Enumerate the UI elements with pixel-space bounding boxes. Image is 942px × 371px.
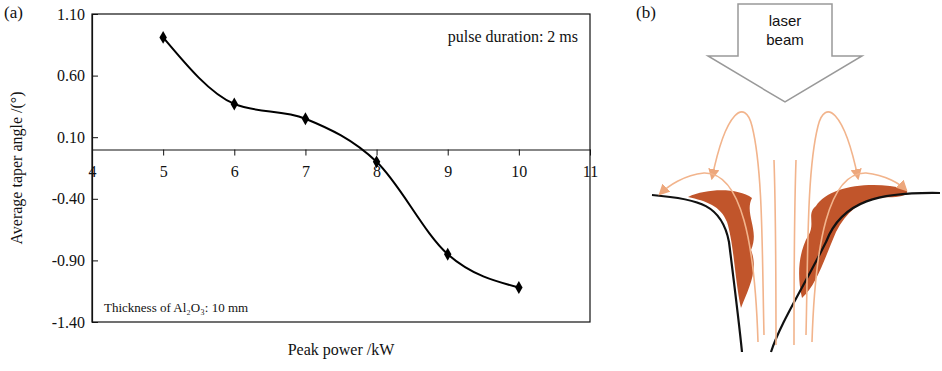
series bbox=[159, 31, 522, 294]
y-tick-label: 1.10 bbox=[57, 6, 85, 23]
beam-label: laserbeam bbox=[766, 12, 804, 48]
y-tick-mark bbox=[92, 260, 98, 261]
x-tick: 4 bbox=[89, 150, 97, 180]
x-tick-mark bbox=[305, 150, 306, 156]
data-point bbox=[231, 97, 238, 110]
x-tick-label: 4 bbox=[89, 163, 97, 180]
y-tick-label: -1.40 bbox=[52, 314, 85, 331]
x-tick-label: 10 bbox=[511, 163, 527, 180]
y-axis: -1.40 -0.90 -0.40 0.10 0.60 1.10 bbox=[52, 6, 98, 331]
x-tick: 5 bbox=[160, 150, 168, 180]
y-tick-mark bbox=[92, 14, 98, 15]
x-tick-label: 6 bbox=[231, 163, 239, 180]
molten-layer bbox=[688, 190, 754, 308]
x-tick: 9 bbox=[444, 150, 452, 180]
panel-label: (b) bbox=[636, 3, 656, 22]
y-tick: -1.40 bbox=[52, 314, 98, 331]
y-axis-title: Average taper angle /(°) bbox=[8, 91, 26, 244]
keyhole-wall bbox=[771, 193, 940, 352]
plot-frame bbox=[92, 14, 590, 322]
x-tick: 11 bbox=[583, 150, 598, 180]
data-point bbox=[373, 155, 380, 168]
annotation: Thickness of Al₂O₃: 10 mm bbox=[104, 300, 248, 315]
y-tick-mark bbox=[92, 137, 98, 138]
y-tick-label: 0.10 bbox=[57, 129, 85, 146]
y-tick-label: -0.90 bbox=[52, 252, 85, 269]
x-tick: 6 bbox=[231, 150, 239, 180]
y-tick-mark bbox=[92, 322, 98, 323]
y-tick: -0.40 bbox=[52, 190, 98, 207]
flow-arrow bbox=[660, 173, 758, 342]
keyhole-wall bbox=[652, 195, 742, 352]
data-point bbox=[515, 281, 522, 294]
y-tick-mark bbox=[92, 199, 98, 200]
x-tick-mark bbox=[92, 150, 93, 156]
y-tick: 0.60 bbox=[57, 67, 98, 84]
x-tick: 10 bbox=[511, 150, 527, 180]
x-tick-label: 7 bbox=[302, 163, 310, 180]
x-tick-mark bbox=[448, 150, 449, 156]
x-tick-label: 9 bbox=[444, 163, 452, 180]
x-tick-mark bbox=[234, 150, 235, 156]
laser-arrow bbox=[708, 4, 862, 102]
x-axis-line bbox=[93, 149, 591, 150]
annotation: pulse duration: 2 ms bbox=[448, 28, 578, 46]
y-tick-mark bbox=[92, 76, 98, 77]
x-tick-mark bbox=[377, 150, 378, 156]
y-tick-label: 0.60 bbox=[57, 67, 85, 84]
data-point bbox=[159, 31, 166, 44]
data-point bbox=[302, 112, 309, 125]
x-tick-label: 11 bbox=[583, 163, 598, 180]
data-point bbox=[444, 248, 451, 261]
y-tick: -0.90 bbox=[52, 252, 98, 269]
panel-label: (a) bbox=[4, 3, 23, 22]
x-tick-label: 5 bbox=[160, 163, 168, 180]
flow-arrow bbox=[774, 160, 776, 345]
x-tick-mark bbox=[163, 150, 164, 156]
x-axis: 4567891011 bbox=[89, 150, 599, 180]
y-tick: 0.10 bbox=[57, 129, 98, 146]
x-axis-title: Peak power /kW bbox=[288, 341, 396, 359]
y-tick-label: -0.40 bbox=[52, 190, 85, 207]
flow-arrow bbox=[794, 160, 796, 345]
keyhole-diagram: laserbeam bbox=[652, 4, 940, 352]
flow-arrow bbox=[812, 173, 906, 342]
x-tick: 7 bbox=[302, 150, 310, 180]
x-tick-mark bbox=[590, 150, 591, 156]
y-tick: 1.10 bbox=[57, 6, 98, 23]
data-line bbox=[163, 37, 519, 287]
x-tick-mark bbox=[519, 150, 520, 156]
